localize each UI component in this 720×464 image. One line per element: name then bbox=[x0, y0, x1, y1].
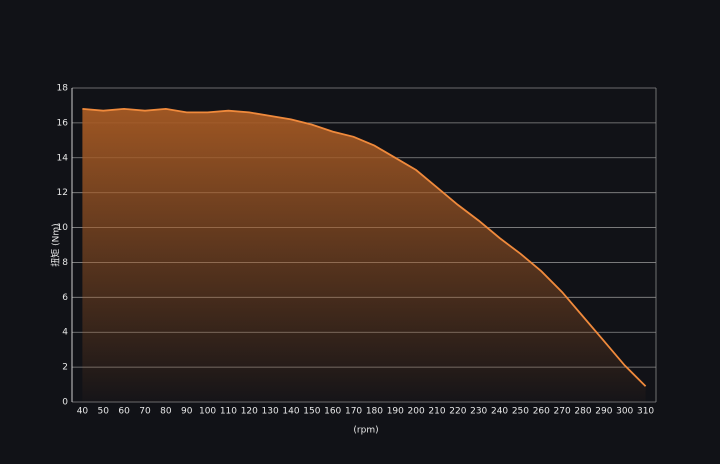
x-tick-label: 270 bbox=[554, 407, 571, 417]
x-tick-label: 70 bbox=[139, 407, 151, 417]
x-tick-label: 190 bbox=[387, 407, 404, 417]
area-line bbox=[82, 107, 647, 387]
x-tick-label: 240 bbox=[491, 407, 508, 417]
y-tick-label: 18 bbox=[57, 84, 69, 94]
y-tick-label: 16 bbox=[57, 118, 69, 128]
x-tick-label: 100 bbox=[199, 407, 216, 417]
x-tick-label: 170 bbox=[345, 407, 362, 417]
x-tick-label: 280 bbox=[574, 407, 591, 417]
x-tick-label: 150 bbox=[303, 407, 320, 417]
x-tick-label: 260 bbox=[533, 407, 550, 417]
y-tick-label: 6 bbox=[62, 293, 68, 303]
y-tick-label: 8 bbox=[62, 258, 68, 268]
x-tick-label: 200 bbox=[408, 407, 425, 417]
x-tick-label: 300 bbox=[616, 407, 633, 417]
x-tick-label: 120 bbox=[241, 407, 258, 417]
x-tick-label: 290 bbox=[595, 407, 612, 417]
x-tick-label: 40 bbox=[77, 407, 89, 417]
y-tick-label: 0 bbox=[62, 398, 68, 408]
y-tick-label: 2 bbox=[62, 363, 68, 373]
y-tick-label: 4 bbox=[62, 328, 68, 338]
x-tick-label: 90 bbox=[181, 407, 193, 417]
y-tick-label: 14 bbox=[57, 153, 69, 163]
x-tick-label: 180 bbox=[366, 407, 383, 417]
y-tick-label: 12 bbox=[57, 188, 68, 198]
area-fill bbox=[82, 108, 646, 403]
x-tick-label: 310 bbox=[637, 407, 654, 417]
x-tick-label: 160 bbox=[324, 407, 341, 417]
y-tick-label: 10 bbox=[57, 223, 69, 233]
x-tick-label: 50 bbox=[98, 407, 110, 417]
x-tick-label: 110 bbox=[220, 407, 237, 417]
x-tick-label: 250 bbox=[512, 407, 529, 417]
x-tick-label: 130 bbox=[262, 407, 279, 417]
x-axis-label: (rpm) bbox=[353, 426, 378, 436]
x-tick-label: 60 bbox=[118, 407, 130, 417]
x-tick-label: 140 bbox=[282, 407, 299, 417]
y-axis-label: 扭矩 (Nm) bbox=[50, 223, 62, 266]
x-tick-label: 210 bbox=[428, 407, 445, 417]
x-tick-label: 80 bbox=[160, 407, 172, 417]
x-tick-label: 220 bbox=[449, 407, 466, 417]
x-tick-label: 230 bbox=[470, 407, 487, 417]
